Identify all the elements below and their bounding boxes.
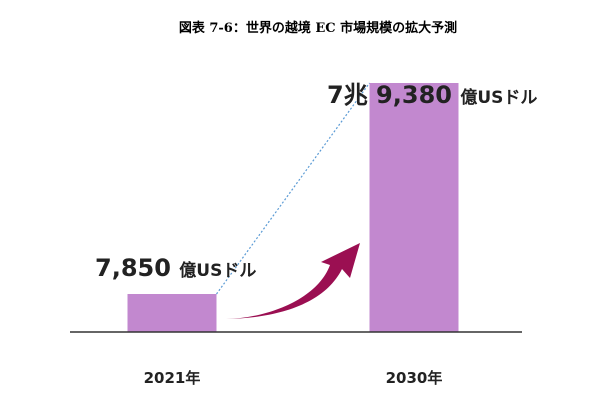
bar-0 [127, 294, 217, 332]
data-label-number-1: 7兆 9,380 [327, 81, 460, 109]
growth-arrow-icon [226, 243, 360, 319]
chart-title: 図表 7-6：世界の越境 EC 市場規模の拡大予測 [179, 20, 457, 36]
data-label-unit-1: 億USドル [460, 87, 537, 108]
data-label-number-0: 7,850 [95, 254, 179, 282]
category-label-1: 2030年 [386, 369, 443, 387]
bar-1 [369, 83, 459, 332]
data-label-unit-0: 億USドル [179, 260, 256, 281]
growth-connector-line [216, 82, 370, 295]
data-label-0: 7,850 億USドル [95, 254, 256, 282]
category-label-0: 2021年 [144, 369, 201, 387]
data-label-1: 7兆 9,380 億USドル [327, 81, 537, 109]
